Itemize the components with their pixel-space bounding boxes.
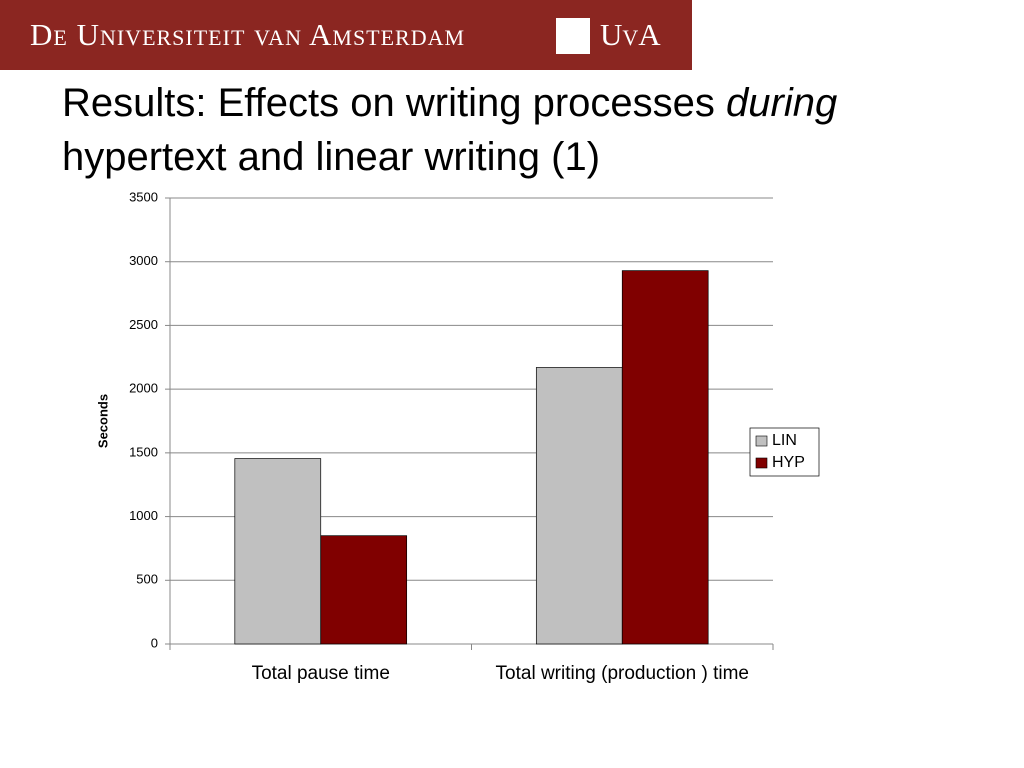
y-tick-label: 3500 — [129, 189, 158, 204]
logo-text: UvA — [600, 17, 661, 52]
y-tick-label: 0 — [151, 635, 158, 650]
legend-label: LIN — [772, 432, 797, 449]
title-part: Results: Effects on writing processes — [62, 81, 715, 125]
banner-text: De Universiteit van Amsterdam — [30, 17, 466, 52]
y-tick-label: 500 — [136, 572, 158, 587]
y-tick-label: 1500 — [129, 444, 158, 459]
y-tick-label: 3000 — [129, 253, 158, 268]
x-tick-label: Total pause time — [251, 663, 390, 684]
bar — [621, 270, 709, 645]
x-tick-label: Total writing (production ) time — [495, 663, 749, 684]
logo-icon — [556, 18, 590, 54]
legend-label: HYP — [772, 454, 805, 471]
legend-swatch — [755, 435, 768, 447]
banner: De Universiteit van Amsterdam UvA — [0, 0, 692, 70]
y-axis-label: Seconds — [95, 394, 110, 448]
title-part: hypertext and linear writing (1) — [62, 135, 601, 179]
y-tick-label: 1000 — [129, 508, 158, 523]
slide-title: Results: Effects on writing processes du… — [62, 76, 837, 184]
legend-swatch — [755, 457, 768, 469]
bar — [234, 458, 322, 645]
bar — [320, 535, 408, 645]
bar — [535, 367, 623, 645]
y-tick-label: 2000 — [129, 381, 158, 396]
title-emphasis: during — [726, 81, 838, 125]
y-tick-label: 2500 — [129, 317, 158, 332]
